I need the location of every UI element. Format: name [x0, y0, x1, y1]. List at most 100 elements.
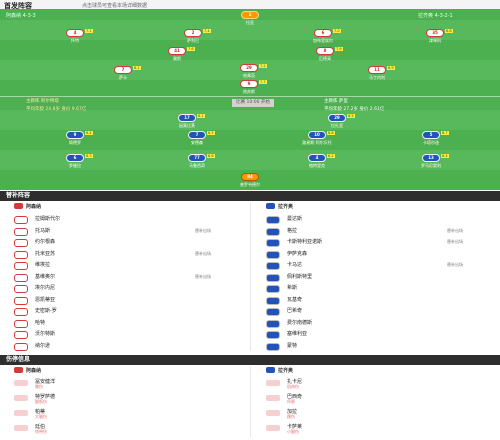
shirt-icon [66, 154, 84, 162]
sub-player-row[interactable]: 蒙特 [262, 341, 500, 355]
player-home[interactable]: 35 6.8 津琴科 [408, 29, 462, 47]
sub-player-row[interactable]: 托米亚苏 替补出场 [10, 249, 250, 263]
player-away[interactable]: 29 6.5 拉扎里 [310, 114, 364, 132]
player-home[interactable]: 4 7.1 怀特 [48, 29, 102, 47]
player-home[interactable]: 11 6.9 马丁内利 [368, 66, 395, 80]
injury-row[interactable]: 特罗萨德 腿筋伤 [10, 393, 250, 405]
player-rating: 6.4 [441, 154, 449, 158]
team-logo-icon [14, 367, 23, 373]
away-formation-note: 平均年龄 27.2岁 身价 2.61亿 [324, 107, 385, 112]
sub-player-row[interactable]: 约尔根森 [10, 237, 250, 251]
sub-player-row[interactable]: 希斯 [262, 283, 500, 297]
lineup-pitch: 首发阵容 点击球员可查看本场详细数据 阿森纳 4-3-3 拉齐奥 4-3-2-1… [0, 0, 500, 190]
injury-reason: 韧带伤 [35, 429, 47, 434]
shirt-icon [14, 216, 28, 224]
player-home[interactable]: 9 7.7 热苏斯 [222, 80, 276, 98]
player-home[interactable]: 6 7.0 加布里埃尔 [313, 29, 341, 43]
shirt-icon [14, 285, 28, 293]
sub-player-row[interactable]: 纳尔逊 [10, 341, 250, 355]
player-rating: 6.5 [347, 114, 355, 118]
sub-player-row[interactable]: 托马斯 替补出场 [10, 226, 250, 240]
injury-row[interactable]: 廷伯 韧带伤 [10, 423, 250, 435]
player-home[interactable]: 8 7.9 厄德高 [298, 47, 352, 65]
sub-player-row[interactable]: 格拉 替补出场 [262, 226, 500, 240]
player-away[interactable]: 6 6.3 罗维拉 [48, 154, 102, 172]
player-away[interactable]: 5 6.7 卡塔尔迪 [422, 131, 449, 145]
injury-icon [14, 425, 28, 431]
team-logo-icon [14, 203, 23, 209]
player-away[interactable]: 10 6.8 路易斯-阿尔贝托 [302, 131, 335, 145]
injury-row[interactable]: 扎卡尼 肌肉伤 [262, 378, 500, 390]
injury-icon [266, 410, 280, 416]
player-home[interactable]: 41 7.6 赖斯 [150, 47, 204, 65]
sub-player-row[interactable]: 塞维利亚 [262, 329, 500, 343]
shirt-icon [184, 29, 202, 37]
player-away[interactable]: 13 6.4 罗马尼奥利 [421, 154, 449, 168]
sub-player-name: 费尔南德斯 [287, 319, 313, 326]
player-home[interactable]: 29 7.2 哈弗茨 [222, 64, 276, 82]
shirt-icon [14, 308, 28, 316]
player-away[interactable]: 4 6.2 帕特里克 [308, 154, 335, 168]
sub-player-name: 希斯 [287, 285, 298, 291]
injury-home-head: 阿森纳 [14, 367, 41, 376]
sub-player-row[interactable]: 伊萨克森 [262, 249, 500, 263]
shirt-icon [266, 296, 280, 305]
player-home[interactable]: 2 7.4 萨利巴 [166, 29, 220, 47]
sub-player-name: 曼达斯 [287, 216, 303, 222]
sub-player-row[interactable]: 维埃拉 [10, 260, 250, 274]
shirt-icon [241, 173, 259, 181]
injury-icon [14, 380, 28, 386]
sub-player-row[interactable]: 费尔南德斯 [262, 318, 500, 332]
sub-player-row[interactable]: 佩利斯特里 [262, 272, 500, 286]
sub-player-name: 埃尔内尼 [35, 285, 56, 291]
injury-row[interactable]: 卡萨莱 小腿伤 [262, 423, 500, 435]
sub-player-name: 托马斯 [35, 227, 51, 234]
injury-row[interactable]: 巴西奇 停赛 [262, 393, 500, 405]
shirt-icon [308, 131, 326, 139]
player-rating: 7.9 [335, 47, 343, 51]
sub-player-row[interactable]: 瓦基奇 [262, 295, 500, 309]
shirt-icon [178, 114, 196, 122]
player-away[interactable]: 17 6.1 因莫比莱 [178, 114, 205, 128]
player-rating: 7.7 [259, 80, 267, 84]
subs-away-head: 拉齐奥 [266, 203, 293, 212]
sub-player-row[interactable]: 拉姆斯代尔 [10, 214, 250, 228]
injury-row[interactable]: 加拉 踝伤 [262, 408, 500, 420]
shirt-icon [368, 66, 386, 74]
shirt-icon [266, 319, 280, 328]
sub-player-name: 约尔根森 [35, 239, 56, 245]
sub-player-name: 伊萨克森 [287, 250, 308, 257]
player-away[interactable]: 77 6.6 马鲁西奇 [188, 154, 215, 168]
injured-player-name: 廷伯 [35, 424, 46, 430]
player-away[interactable]: 7 6.5 安德森 [170, 131, 224, 149]
sub-player-row[interactable]: 埃尔内尼 [10, 283, 250, 297]
sub-player-row[interactable]: 基维奥尔 替补出场 [10, 272, 250, 286]
shirt-icon [188, 154, 206, 162]
injured-player-name: 特罗萨德 [35, 394, 56, 400]
sub-player-row[interactable]: 巴希奇 [262, 306, 500, 320]
column-divider [250, 367, 251, 437]
sub-player-row[interactable]: 沃尔特斯 [10, 329, 250, 343]
shirt-icon [168, 47, 186, 55]
sub-player-row[interactable]: 恩凯蒂亚 [10, 295, 250, 309]
player-home-gk[interactable]: 1 拉亚 [223, 11, 277, 29]
shirt-icon [14, 342, 28, 351]
injury-row[interactable]: 帕蒂 大腿伤 [10, 408, 250, 420]
player-away-gk[interactable]: 94 普罗韦德尔 [240, 173, 260, 187]
sub-player-row[interactable]: 卡斯特利亚诺斯 替补出场 [262, 237, 500, 251]
section-subtitle: 点击球员可查看本场详细数据 [82, 3, 148, 9]
sub-player-row[interactable]: 史密斯-罗 [10, 306, 250, 320]
player-rating: 7.2 [259, 64, 267, 68]
pitch-stripe [0, 110, 500, 130]
injury-row[interactable]: 冨安健洋 膝伤 [10, 378, 250, 390]
player-home[interactable]: 7 8.1 萨卡 [96, 66, 150, 84]
kickoff-label: 比赛 10:00 开始 [232, 99, 274, 107]
sub-player-row[interactable]: 曼达斯 [262, 214, 500, 228]
shirt-icon [66, 131, 84, 139]
shirt-icon [66, 29, 84, 37]
player-rating: 6.9 [387, 66, 395, 70]
shirt-icon [240, 80, 258, 88]
sub-player-row[interactable]: 卡马达 替补出场 [262, 260, 500, 274]
sub-player-row[interactable]: 哈特 [10, 318, 250, 332]
player-away[interactable]: 9 6.4 佩德罗 [48, 131, 102, 149]
